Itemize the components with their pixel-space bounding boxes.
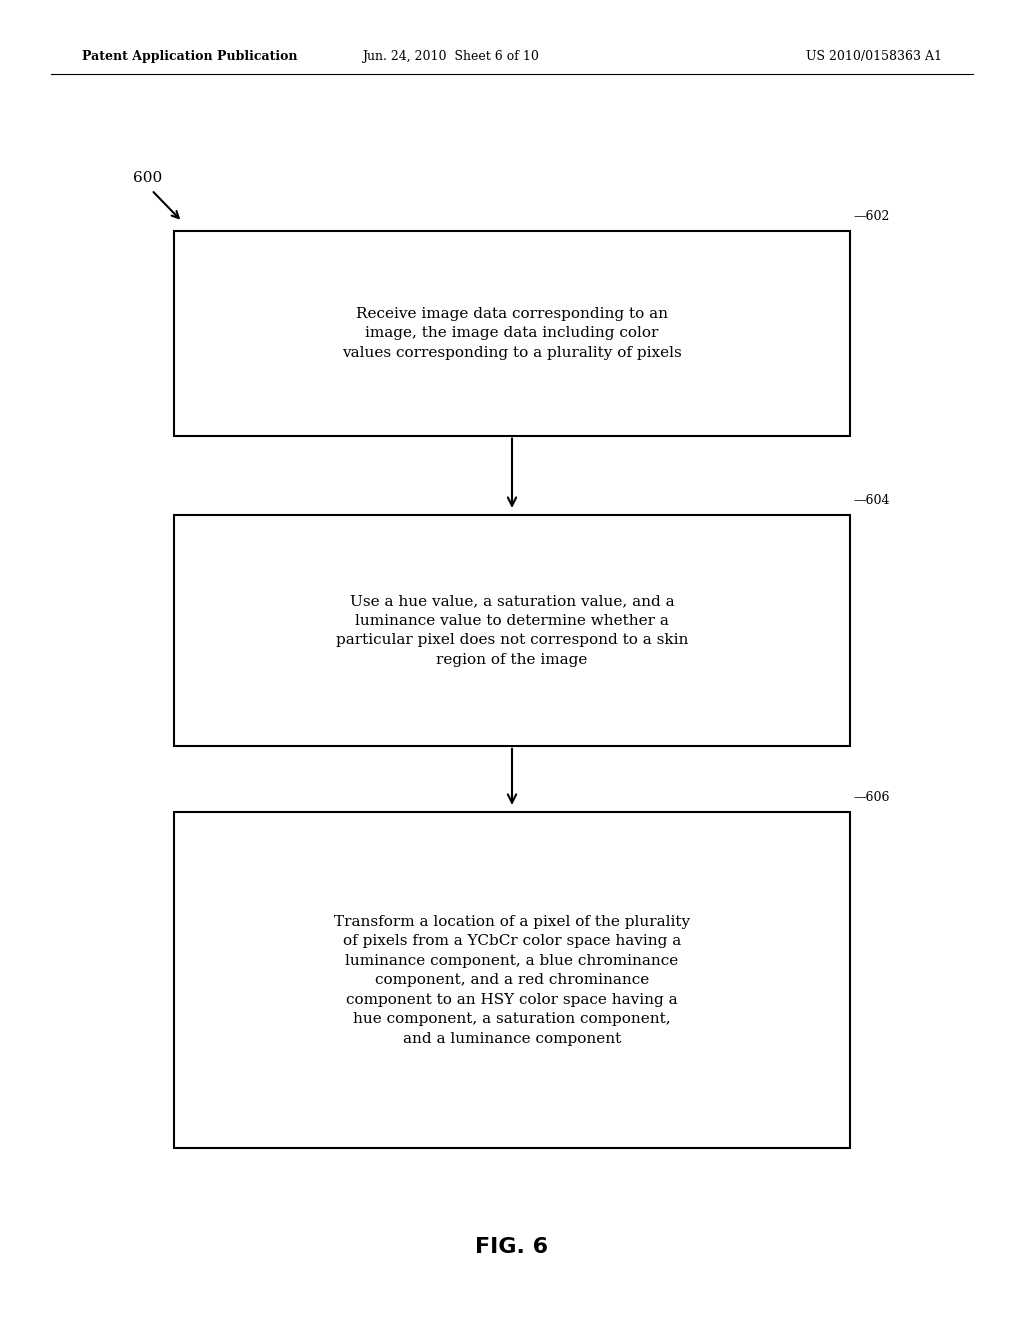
Text: Patent Application Publication: Patent Application Publication bbox=[82, 50, 297, 63]
Bar bbox=[174, 515, 850, 746]
Text: —602: —602 bbox=[853, 210, 890, 223]
Text: Use a hue value, a saturation value, and a
luminance value to determine whether : Use a hue value, a saturation value, and… bbox=[336, 594, 688, 667]
Text: —606: —606 bbox=[853, 791, 890, 804]
Text: —604: —604 bbox=[853, 494, 890, 507]
Bar bbox=[174, 812, 850, 1148]
Text: Receive image data corresponding to an
image, the image data including color
val: Receive image data corresponding to an i… bbox=[342, 306, 682, 360]
Text: 600: 600 bbox=[133, 172, 163, 185]
Text: FIG. 6: FIG. 6 bbox=[475, 1237, 549, 1258]
Bar bbox=[174, 231, 850, 436]
Text: US 2010/0158363 A1: US 2010/0158363 A1 bbox=[806, 50, 942, 63]
Text: Transform a location of a pixel of the plurality
of pixels from a YCbCr color sp: Transform a location of a pixel of the p… bbox=[334, 915, 690, 1045]
Text: Jun. 24, 2010  Sheet 6 of 10: Jun. 24, 2010 Sheet 6 of 10 bbox=[362, 50, 539, 63]
